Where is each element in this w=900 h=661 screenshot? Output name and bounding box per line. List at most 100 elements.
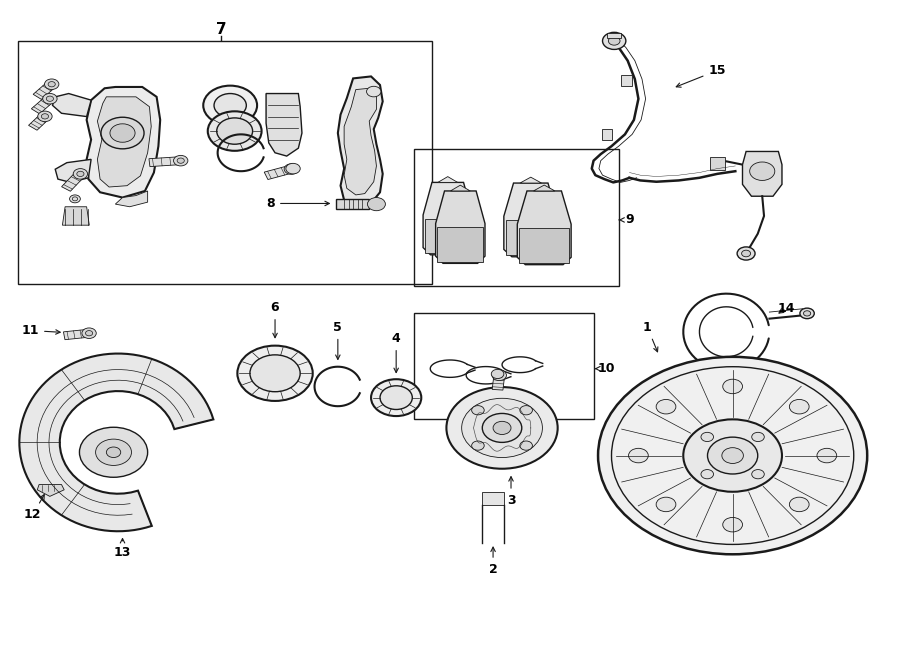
Circle shape — [752, 432, 764, 442]
Polygon shape — [423, 182, 473, 254]
Circle shape — [46, 96, 53, 101]
Circle shape — [288, 167, 295, 172]
Polygon shape — [336, 199, 369, 209]
Circle shape — [750, 162, 775, 180]
Circle shape — [722, 371, 731, 377]
Polygon shape — [55, 159, 91, 182]
Polygon shape — [450, 185, 470, 191]
Text: 6: 6 — [271, 301, 279, 338]
Circle shape — [203, 86, 257, 125]
Circle shape — [722, 447, 743, 463]
Circle shape — [628, 448, 648, 463]
Circle shape — [371, 379, 421, 416]
Text: 2: 2 — [489, 547, 498, 576]
Text: 11: 11 — [22, 324, 60, 337]
Circle shape — [608, 36, 620, 45]
Circle shape — [598, 357, 868, 555]
Polygon shape — [52, 94, 91, 116]
Bar — [414, 313, 594, 419]
Circle shape — [82, 328, 96, 338]
Circle shape — [656, 497, 676, 512]
Polygon shape — [438, 176, 457, 182]
Circle shape — [284, 164, 299, 175]
Circle shape — [701, 469, 714, 479]
Circle shape — [462, 399, 543, 457]
Polygon shape — [86, 87, 160, 198]
Polygon shape — [37, 485, 64, 496]
Polygon shape — [601, 129, 612, 139]
Circle shape — [520, 441, 533, 450]
Circle shape — [48, 81, 55, 87]
Circle shape — [683, 419, 782, 492]
Polygon shape — [97, 97, 151, 187]
Circle shape — [380, 386, 412, 409]
Polygon shape — [29, 114, 50, 130]
Circle shape — [804, 311, 811, 316]
Polygon shape — [492, 375, 505, 390]
Circle shape — [723, 379, 742, 394]
Circle shape — [73, 169, 87, 179]
Circle shape — [472, 441, 484, 450]
Polygon shape — [149, 157, 181, 167]
Polygon shape — [506, 220, 556, 255]
Circle shape — [752, 469, 764, 479]
Circle shape — [177, 158, 184, 163]
Circle shape — [238, 346, 312, 401]
Circle shape — [41, 114, 49, 119]
Polygon shape — [32, 96, 54, 114]
Polygon shape — [61, 172, 85, 191]
Polygon shape — [33, 82, 56, 99]
Circle shape — [42, 93, 57, 104]
Polygon shape — [344, 89, 376, 195]
Circle shape — [106, 447, 121, 457]
Circle shape — [723, 518, 742, 532]
Polygon shape — [621, 75, 632, 86]
Circle shape — [817, 448, 837, 463]
Polygon shape — [265, 165, 293, 180]
Polygon shape — [519, 228, 570, 263]
Polygon shape — [338, 77, 382, 208]
Circle shape — [472, 406, 484, 415]
Circle shape — [717, 368, 735, 381]
Circle shape — [76, 171, 84, 176]
Polygon shape — [436, 191, 485, 263]
Circle shape — [366, 87, 381, 97]
Circle shape — [446, 387, 558, 469]
Polygon shape — [62, 207, 89, 225]
Circle shape — [69, 195, 80, 203]
Text: 3: 3 — [507, 477, 516, 507]
Text: 1: 1 — [643, 321, 658, 352]
Polygon shape — [518, 191, 572, 264]
Text: 7: 7 — [216, 22, 227, 36]
Circle shape — [286, 163, 301, 174]
Circle shape — [174, 155, 188, 166]
Circle shape — [79, 427, 148, 477]
Circle shape — [707, 437, 758, 474]
Circle shape — [101, 117, 144, 149]
Circle shape — [110, 124, 135, 142]
Text: 9: 9 — [619, 214, 634, 227]
Circle shape — [95, 439, 131, 465]
Text: 5: 5 — [334, 321, 342, 360]
Circle shape — [789, 497, 809, 512]
Text: 13: 13 — [113, 539, 131, 559]
Text: 14: 14 — [778, 301, 795, 315]
Circle shape — [208, 111, 262, 151]
Polygon shape — [742, 151, 782, 196]
Circle shape — [493, 421, 511, 434]
Polygon shape — [115, 191, 148, 207]
Circle shape — [800, 308, 814, 319]
Circle shape — [602, 32, 626, 50]
Circle shape — [789, 399, 809, 414]
Polygon shape — [607, 33, 621, 38]
Polygon shape — [534, 185, 555, 191]
Circle shape — [86, 330, 93, 336]
Bar — [17, 41, 432, 284]
Polygon shape — [63, 329, 90, 340]
Circle shape — [214, 94, 247, 117]
Circle shape — [44, 79, 58, 89]
Circle shape — [742, 251, 751, 256]
Circle shape — [491, 369, 504, 379]
Text: 10: 10 — [595, 362, 616, 375]
Circle shape — [496, 373, 503, 378]
